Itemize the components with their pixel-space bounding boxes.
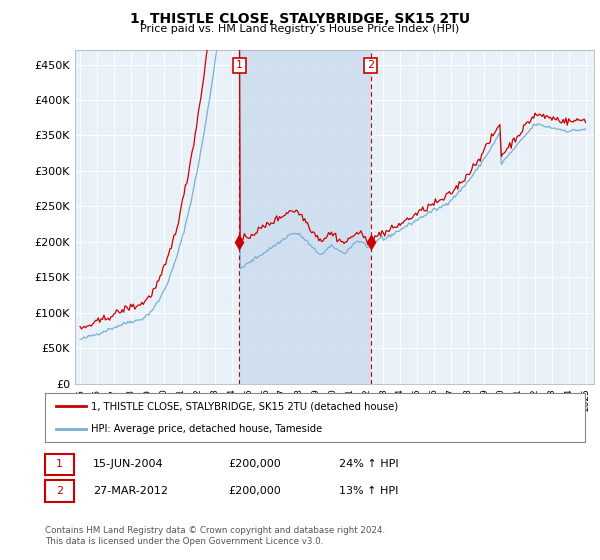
Text: 13% ↑ HPI: 13% ↑ HPI (339, 486, 398, 496)
Text: Contains HM Land Registry data © Crown copyright and database right 2024.
This d: Contains HM Land Registry data © Crown c… (45, 526, 385, 546)
Text: 1: 1 (236, 60, 243, 71)
Text: 1, THISTLE CLOSE, STALYBRIDGE, SK15 2TU: 1, THISTLE CLOSE, STALYBRIDGE, SK15 2TU (130, 12, 470, 26)
Text: 1: 1 (56, 459, 63, 469)
Text: 27-MAR-2012: 27-MAR-2012 (93, 486, 168, 496)
Bar (239, 50, 371, 384)
Text: 2: 2 (367, 60, 374, 71)
Text: HPI: Average price, detached house, Tameside: HPI: Average price, detached house, Tame… (91, 424, 322, 434)
Text: 1, THISTLE CLOSE, STALYBRIDGE, SK15 2TU (detached house): 1, THISTLE CLOSE, STALYBRIDGE, SK15 2TU … (91, 402, 398, 412)
Text: £200,000: £200,000 (228, 459, 281, 469)
Text: 15-JUN-2004: 15-JUN-2004 (93, 459, 164, 469)
Text: 2: 2 (56, 486, 63, 496)
Text: £200,000: £200,000 (228, 486, 281, 496)
Text: Price paid vs. HM Land Registry’s House Price Index (HPI): Price paid vs. HM Land Registry’s House … (140, 24, 460, 34)
Text: 24% ↑ HPI: 24% ↑ HPI (339, 459, 398, 469)
